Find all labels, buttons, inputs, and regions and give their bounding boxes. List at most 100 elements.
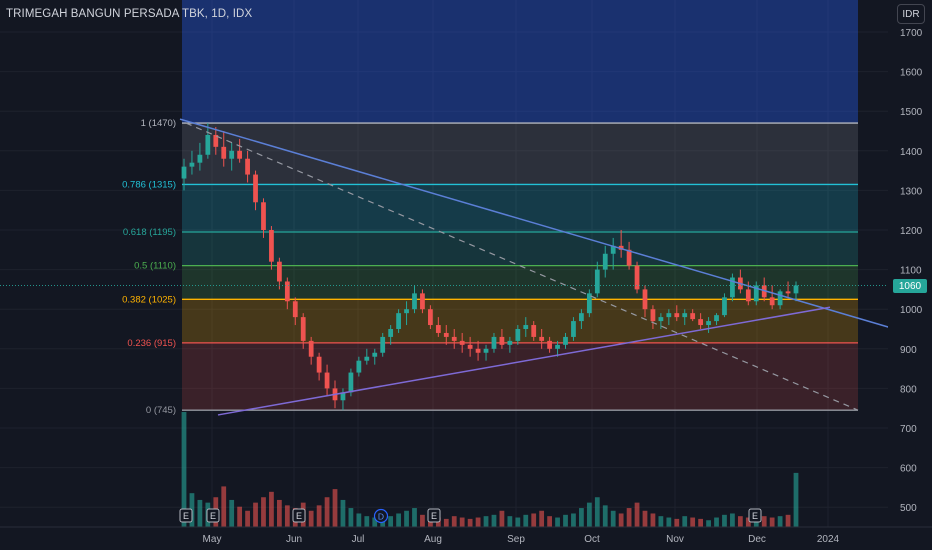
price-tick-label: 1200 [900, 226, 923, 237]
candle [253, 170, 258, 211]
candle-body [523, 325, 529, 329]
volume-bar [451, 516, 457, 527]
candle-body [515, 329, 521, 341]
candle [507, 336, 513, 353]
volume-bar [261, 497, 266, 527]
marker-label: D [378, 512, 384, 522]
support-line [217, 306, 831, 416]
candle [292, 297, 298, 326]
candle [396, 309, 401, 333]
volume-bar [539, 510, 545, 527]
volume-bar [364, 516, 370, 527]
candle-body [181, 166, 187, 179]
candle-body [276, 261, 282, 282]
time-tick-label: Jul [352, 534, 365, 545]
candle-body [769, 297, 775, 306]
candle [380, 332, 386, 357]
volume-bar [340, 499, 346, 527]
candle [491, 332, 497, 353]
volume-bar [308, 510, 314, 527]
volume-bar [404, 510, 409, 527]
volume-bar [690, 517, 696, 527]
volume-bar [650, 513, 656, 527]
candle [284, 277, 290, 310]
candle [237, 138, 243, 163]
candle [634, 261, 640, 294]
volume-bar [523, 514, 529, 527]
candle [420, 289, 425, 314]
volume-bar [730, 513, 735, 527]
candle [571, 317, 576, 341]
volume-bar [761, 516, 767, 527]
fib-zone [182, 231, 858, 266]
candle-body [205, 134, 211, 155]
volume-bar [316, 505, 322, 527]
earnings-marker: E [427, 508, 441, 523]
fib-level-label: 0.382 (1025) [122, 294, 176, 305]
candle [451, 329, 457, 349]
volume-bar [579, 508, 584, 527]
volume-bar [269, 491, 274, 527]
volume-bar [563, 514, 568, 527]
candle [459, 332, 465, 353]
candle-body [555, 344, 560, 349]
candle [412, 285, 417, 314]
volume-bar [634, 502, 640, 527]
candles [181, 123, 799, 411]
candle [435, 317, 441, 337]
fib-zone [182, 0, 858, 124]
candle [324, 364, 330, 397]
candle-body [586, 293, 592, 314]
candle [499, 329, 505, 349]
price-tick-label: 600 [900, 464, 917, 475]
price-tick-label: 1600 [900, 68, 923, 79]
candle-body [284, 281, 290, 302]
candle-body [793, 285, 799, 294]
time-axis: May Jun Jul Aug Sep Oct Nov Dec 2024 [0, 526, 932, 545]
marker-circle [373, 508, 389, 524]
earnings-marker: E [206, 508, 220, 523]
fib-level-label: 0.236 (915) [127, 338, 176, 349]
volume-bar [666, 517, 672, 527]
candle [531, 321, 537, 341]
candle [213, 127, 219, 155]
candle [602, 245, 608, 278]
candle-body [197, 154, 203, 163]
candle-body [610, 245, 616, 254]
candle [300, 313, 306, 349]
fib-zone [182, 342, 858, 411]
marker-box [292, 508, 306, 523]
candle [650, 305, 656, 329]
candle-body [467, 344, 473, 349]
candle-body [563, 336, 568, 345]
volume-bar [197, 499, 203, 527]
candle [276, 257, 282, 290]
time-tick-label: Nov [666, 534, 684, 545]
volume-bar [483, 516, 489, 527]
fib-level-label: 1 (1470) [141, 118, 176, 129]
volume-bar [618, 513, 624, 527]
grid [0, 0, 888, 527]
candle-body [682, 313, 688, 318]
candle [682, 309, 688, 326]
candle-body [435, 325, 441, 333]
candle-body [706, 321, 711, 326]
price-tick-label: 1700 [900, 28, 923, 39]
volume-bar [221, 486, 227, 527]
candle-body [491, 336, 497, 349]
candle [364, 348, 370, 365]
volume-bar [793, 472, 799, 527]
price-tick-label: 800 [900, 384, 917, 395]
candle-body [507, 340, 513, 345]
volume-bar [356, 513, 362, 527]
candle [690, 309, 696, 322]
candle [221, 131, 227, 167]
candle [658, 313, 664, 329]
candle-body [666, 313, 672, 318]
candle [308, 336, 314, 365]
candle-body [594, 269, 600, 294]
volume-bars [181, 412, 799, 527]
currency-button[interactable]: IDR [897, 4, 925, 24]
candle-body [602, 253, 608, 270]
